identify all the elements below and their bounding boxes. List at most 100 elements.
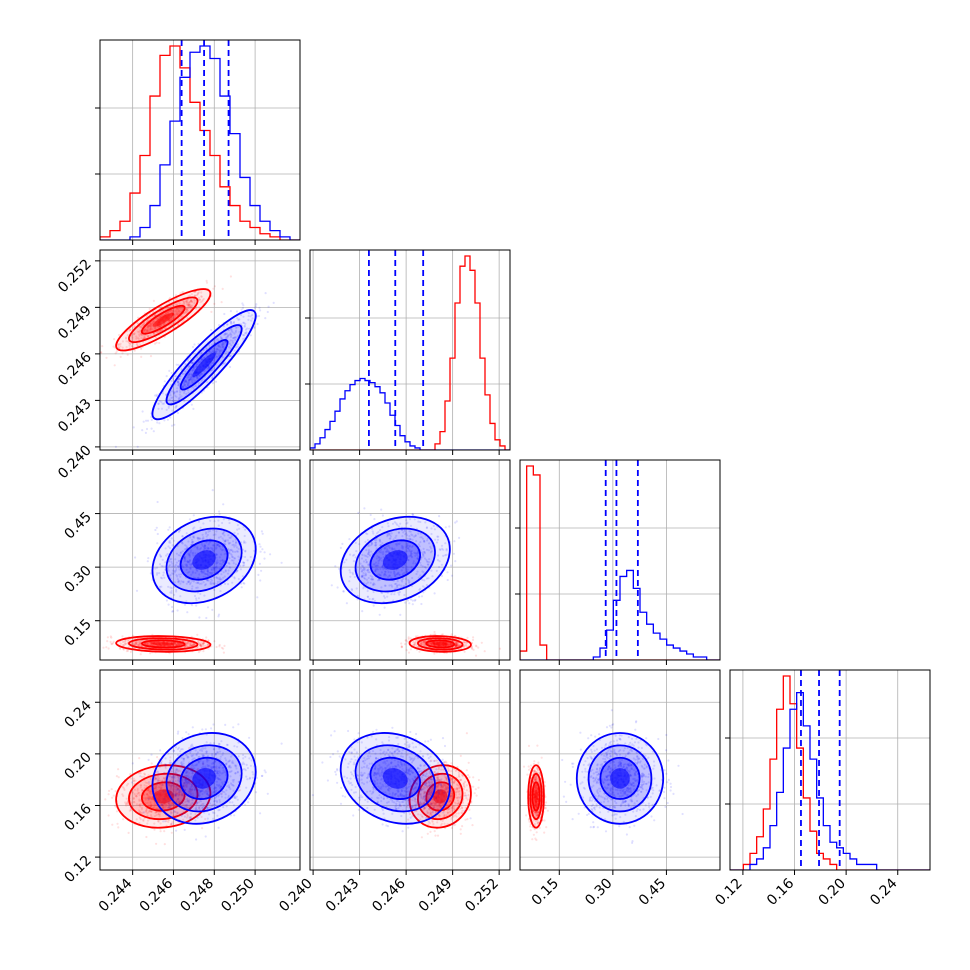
scatter-point [192,554,195,557]
scatter-point [430,642,433,645]
scatter-point [222,325,225,328]
scatter-point [174,794,177,797]
scatter-point [117,826,120,829]
scatter-point [455,644,458,647]
scatter-point [198,616,201,619]
scatter-point [149,328,152,331]
scatter-point [229,566,232,569]
scatter-point [164,547,167,550]
scatter-point [171,572,174,575]
scatter-point [177,381,180,385]
scatter-point [154,394,157,397]
scatter-point [206,546,209,549]
scatter-point [390,532,393,535]
scatter-point [185,564,188,567]
scatter-point [168,319,171,322]
scatter-point [412,644,415,647]
scatter-point [381,565,384,568]
scatter-point [230,559,233,562]
panel-frame [309,249,511,451]
scatter-point [222,518,225,521]
scatter-point [373,599,377,603]
y-tick-label: 0.45 [61,509,94,542]
scatter-point [163,380,166,383]
scatter-point [185,308,188,311]
scatter-point [152,320,155,323]
scatter-point [465,644,468,647]
scatter-point [167,603,170,606]
scatter-point [134,794,137,798]
scatter-point [200,571,203,574]
scatter-point [390,548,394,551]
scatter-point [371,578,374,581]
scatter-point [362,587,365,590]
scatter-point [141,429,144,432]
scatter-point [130,809,133,812]
scatter-point [189,644,192,647]
scatter-point [189,581,192,584]
scatter-point [169,759,172,762]
scatter-point [378,556,381,559]
scatter-point [184,300,187,303]
scatter-point [142,323,145,326]
scatter-point [187,540,190,543]
scatter-point [195,363,198,366]
scatter-point [220,792,223,795]
scatter-point [189,305,192,309]
scatter-point [234,544,237,547]
scatter-point [156,756,159,759]
scatter-point [430,642,433,645]
scatter-point [247,312,250,315]
scatter-point [220,578,223,581]
y-tick-label: 0.243 [55,396,95,436]
scatter-point [138,642,141,646]
scatter-point [100,351,103,354]
scatter-point [154,336,157,339]
density-contour [179,339,229,391]
panel-content [100,40,300,240]
scatter-point [129,342,132,345]
scatter-point [222,651,225,654]
scatter-point [174,643,177,646]
scatter-point [397,543,400,546]
scatter-point [202,641,205,644]
scatter-point [211,582,214,585]
scatter-point [226,323,229,326]
scatter-point [365,554,368,558]
scatter-point [211,382,214,385]
scatter-point [259,579,262,582]
scatter-point [269,553,272,556]
scatter-point [401,535,404,538]
scatter-point [218,556,221,559]
scatter-point [388,532,391,535]
scatter-point [415,572,418,576]
scatter-point [242,321,245,324]
scatter-point [222,571,225,574]
scatter-point [219,545,222,548]
scatter-point [153,314,156,317]
density-contour [408,635,472,653]
scatter-point [213,285,216,288]
scatter-point [417,576,420,579]
scatter-point [417,555,420,558]
scatter-point [136,321,139,324]
scatter-point [215,546,218,549]
scatter-point [169,323,172,326]
scatter-point [423,579,426,582]
scatter-point [145,314,148,317]
scatter-point [427,642,430,645]
scatter-point [239,568,242,571]
scatter-point [168,296,172,300]
scatter-point [215,355,218,358]
scatter-point [244,549,247,553]
scatter-point [189,776,192,779]
scatter-point [139,642,142,645]
scatter-point [149,652,152,655]
scatter-point [435,541,439,544]
scatter-point [211,579,214,582]
scatter-point [191,643,195,646]
scatter-point [134,779,137,782]
scatter-point [261,532,264,535]
scatter-point [422,547,425,551]
scatter-point [452,552,455,555]
